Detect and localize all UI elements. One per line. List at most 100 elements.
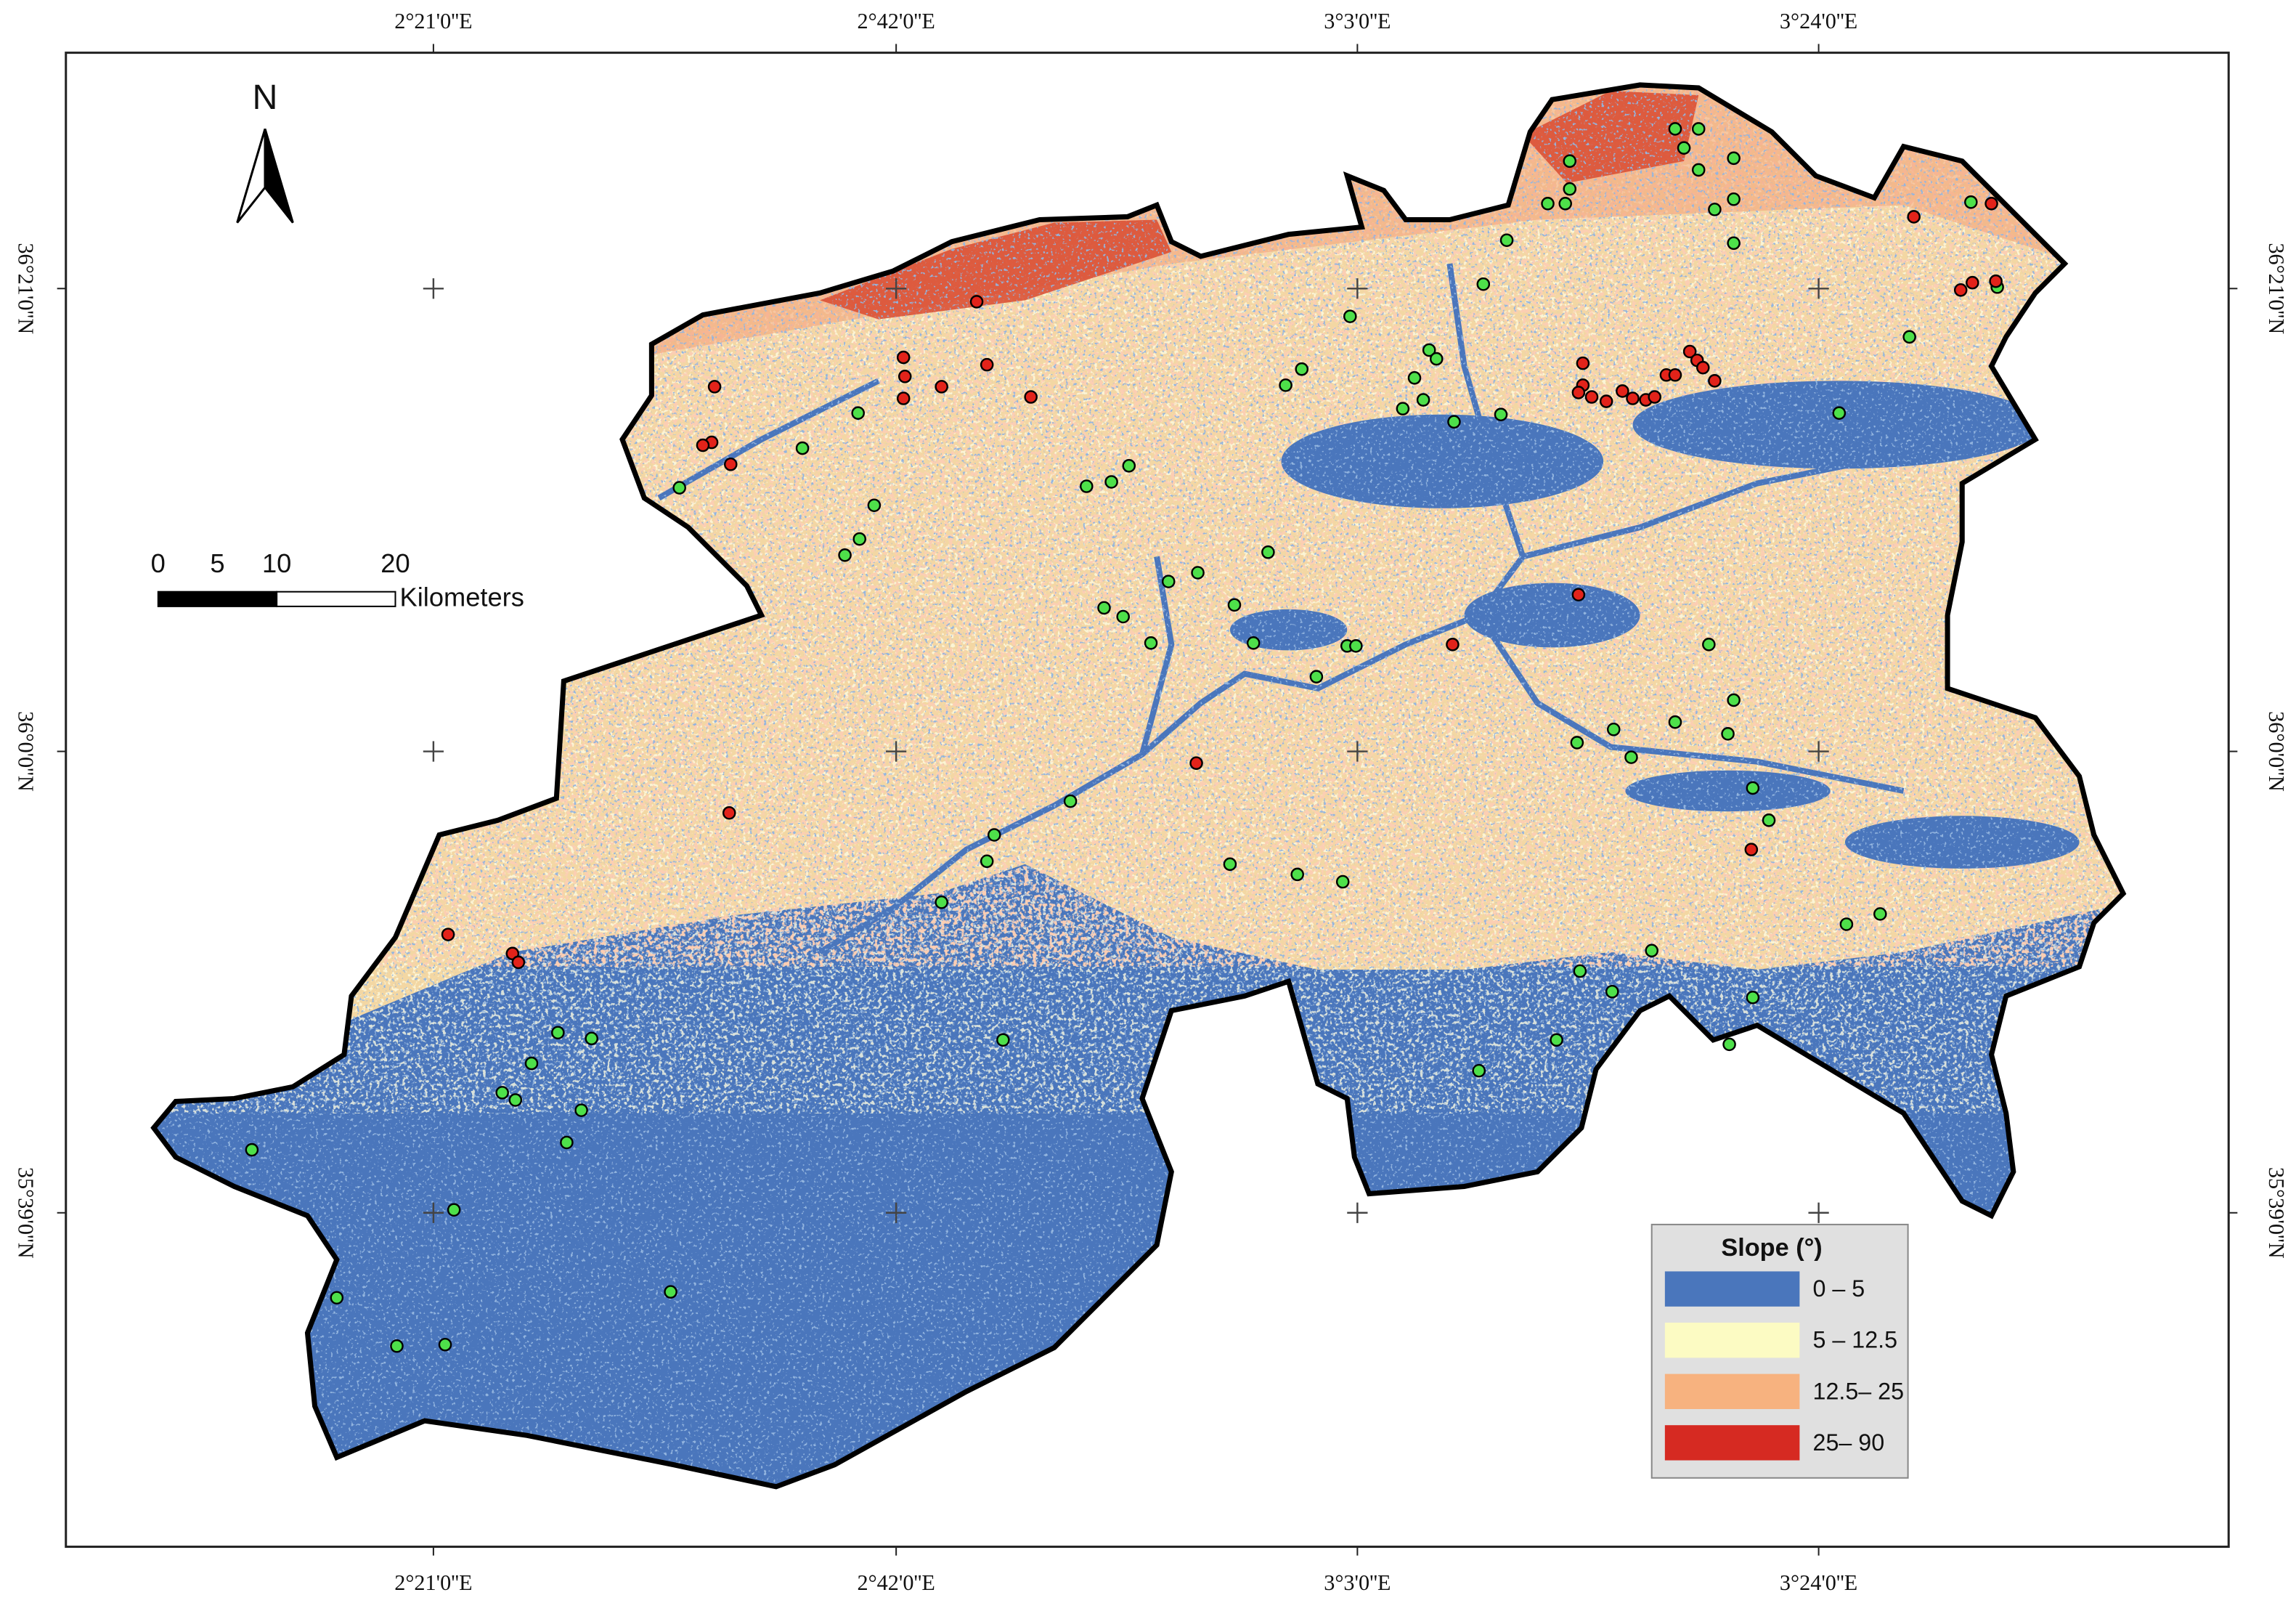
scale-bar: Kilometers 0 5 10 20: [151, 548, 524, 612]
site-green: [1227, 598, 1242, 612]
site-green: [1550, 1033, 1563, 1047]
legend-swatch: [1664, 1323, 1800, 1358]
scale-tick-label: 10: [262, 548, 291, 578]
site-red: [896, 350, 911, 365]
longitude-label: 2°21'0''E: [394, 1570, 472, 1595]
sites: [245, 122, 2004, 1353]
site-green: [1116, 609, 1130, 624]
site-green: [585, 1031, 598, 1046]
site-green: [664, 1285, 677, 1299]
site-green: [1668, 715, 1682, 729]
site-green: [1097, 601, 1111, 615]
site-green: [672, 481, 686, 495]
site-red: [1446, 638, 1460, 652]
legend-label: 12.5– 25: [1813, 1378, 1905, 1404]
longitude-label: 2°21'0''E: [394, 9, 472, 33]
site-green: [1246, 636, 1261, 650]
site-green: [1762, 813, 1776, 827]
site-green: [1122, 459, 1136, 473]
site-green: [245, 1143, 259, 1157]
site-red: [1599, 394, 1613, 408]
latitude-label: 36°21'0''N: [2264, 243, 2289, 334]
site-green: [390, 1339, 404, 1353]
site-red: [896, 391, 911, 405]
site-red: [935, 380, 948, 394]
site-green: [867, 498, 882, 513]
site-green: [851, 406, 865, 420]
latitude-label: 36°0'0''N: [2264, 711, 2289, 792]
site-green: [1063, 794, 1078, 808]
site-green: [1746, 781, 1760, 795]
site-red: [1571, 588, 1586, 602]
site-green: [1161, 575, 1176, 588]
site-green: [1541, 197, 1555, 211]
site-green: [1261, 545, 1275, 559]
site-red: [1953, 283, 1968, 297]
site-green: [1746, 991, 1760, 1005]
longitude-label: 3°3'0''E: [1324, 1570, 1391, 1595]
site-green: [1727, 236, 1741, 251]
site-green: [1645, 943, 1658, 958]
site-green: [1290, 867, 1304, 882]
site-green: [438, 1337, 452, 1352]
site-red: [707, 380, 722, 394]
site-green: [1721, 727, 1735, 741]
scale-tick-label: 5: [210, 548, 224, 578]
north-label: N: [253, 78, 278, 117]
latitude-label: 36°0'0''N: [13, 711, 38, 792]
site-green: [1727, 151, 1741, 166]
site-green: [447, 1203, 461, 1217]
site-green: [1691, 122, 1706, 136]
site-green: [1104, 475, 1118, 489]
site-red: [441, 928, 455, 941]
site-red: [696, 438, 710, 453]
site-green: [574, 1103, 588, 1117]
site-green: [1563, 154, 1577, 169]
site-red: [1584, 390, 1599, 404]
site-green: [1668, 122, 1682, 136]
site-red: [1708, 374, 1722, 388]
site-green: [1702, 638, 1716, 652]
site-red: [1682, 344, 1697, 359]
legend-label: 0 – 5: [1813, 1275, 1865, 1302]
site-red: [1744, 843, 1759, 856]
latitude-label: 35°39'0''N: [2264, 1167, 2289, 1259]
latitude-label: 35°39'0''N: [13, 1167, 38, 1259]
site-red: [897, 369, 912, 383]
site-green: [1472, 1063, 1486, 1078]
scale-tick-label: 20: [380, 548, 410, 578]
site-red: [1668, 368, 1682, 382]
site-red: [1696, 360, 1710, 375]
site-red: [1576, 356, 1590, 370]
legend-label: 25– 90: [1813, 1429, 1885, 1456]
site-red: [1571, 386, 1586, 399]
site-red: [722, 805, 736, 820]
site-red: [1907, 210, 1921, 224]
legend-swatch: [1664, 1373, 1800, 1409]
site-green: [1295, 362, 1309, 376]
north-arrow: N: [236, 78, 294, 224]
site-red: [980, 357, 994, 372]
site-green: [1279, 378, 1292, 392]
site-green: [1494, 407, 1508, 421]
longitude-label: 2°42'0''E: [857, 1570, 935, 1595]
longitude-label: 2°42'0''E: [857, 9, 935, 33]
longitude-label: 3°24'0''E: [1780, 9, 1857, 33]
site-green: [551, 1026, 565, 1040]
site-green: [508, 1093, 523, 1107]
legend-swatch: [1664, 1271, 1800, 1307]
site-green: [1902, 330, 1916, 344]
graticule-crosses: [423, 278, 1829, 1223]
site-red: [1984, 197, 1998, 211]
site-green: [1839, 917, 1854, 931]
site-green: [1429, 352, 1444, 366]
site-red: [1189, 756, 1203, 770]
legend: Slope (°) 0 – 5 5 – 12.5 12.5– 25 25– 90: [1650, 1223, 1909, 1479]
site-green: [1191, 566, 1205, 580]
site-green: [1964, 195, 1978, 209]
site-green: [1476, 277, 1491, 291]
site-green: [1447, 415, 1461, 429]
site-green: [560, 1135, 574, 1150]
site-green: [1080, 479, 1094, 493]
